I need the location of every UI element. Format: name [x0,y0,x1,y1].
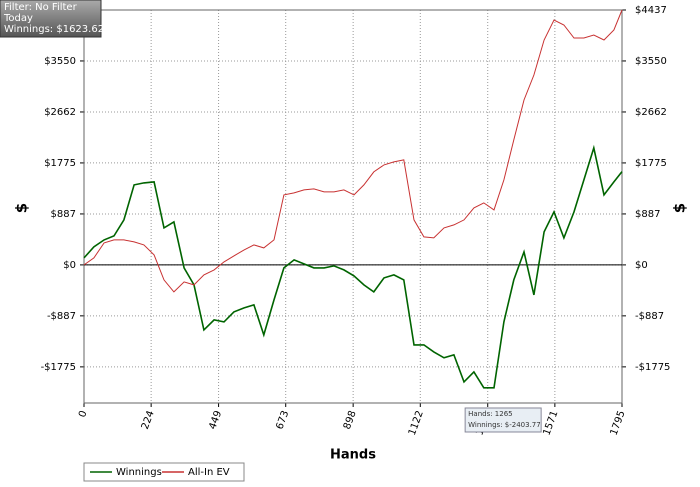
y-tick-label-right: $2662 [635,107,667,118]
legend-label: All-In EV [188,467,230,478]
y-tick-label: -$887 [47,311,76,322]
series-line [83,144,623,389]
y-axis-label: $ [13,203,31,213]
y-tick-label-right: $0 [635,260,648,271]
y-tick-label: $3550 [44,56,76,67]
y-tick-label-right: -$1775 [635,362,670,373]
tooltip [464,407,542,433]
y-axis-label-right: $ [671,203,689,213]
info-period: Today [3,13,33,24]
y-tick-label: $887 [51,209,76,220]
y-tick-label-right: $1775 [635,158,667,169]
tooltip-winnings: Winnings: $-2403.77 [468,421,541,429]
y-tick-label: $1775 [44,158,76,169]
y-tick-label: $2662 [44,107,76,118]
y-tick-label-right: -$887 [635,311,664,322]
y-tick-label-right: $3550 [635,56,667,67]
tooltip-hands: Hands: 1265 [468,410,512,418]
legend-label: Winnings [116,467,162,478]
y-tick-label: -$1775 [41,362,76,373]
info-winnings: Winnings: $1623.62 [4,24,104,35]
x-axis-label: Hands [330,448,376,463]
y-tick-label-right: $4437 [635,5,667,16]
y-tick-label: $0 [63,260,76,271]
series-line [83,9,623,293]
info-filter: Filter: No Filter [4,2,78,13]
x-tick-label: 0 [77,409,90,419]
info-box [0,0,102,38]
plot-frame [83,9,623,404]
y-tick-label-right: $887 [635,209,660,220]
